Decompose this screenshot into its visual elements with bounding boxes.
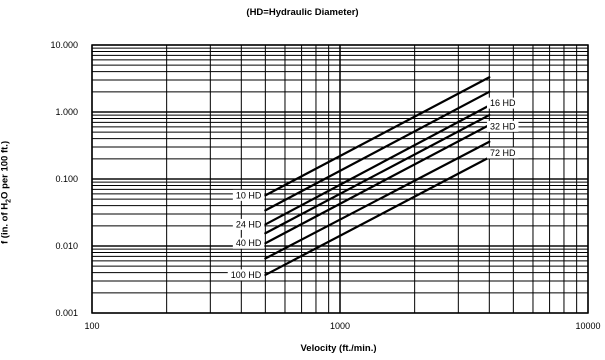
- series-label-bg: [486, 120, 519, 132]
- grid: [91, 44, 589, 314]
- series-lines: [264, 76, 491, 277]
- x-tick-label: 100: [84, 321, 99, 331]
- y-tick-label: 10.000: [50, 40, 78, 50]
- series-line: [264, 123, 491, 245]
- x-tick-label: 10000: [575, 321, 600, 331]
- series-labels: 10 HD 16 HD 24 HD 32 HD 40 HD 72 HD 100 HD: [227, 97, 519, 281]
- y-tick-label: 1.000: [55, 107, 78, 117]
- series-label-bg: [232, 218, 265, 230]
- series-label-bg: [232, 237, 265, 249]
- y-tick-label: 0.010: [55, 241, 78, 251]
- series-line: [264, 140, 491, 260]
- series-label-bg: [486, 147, 519, 159]
- series-label: 32 HD: [490, 121, 516, 131]
- series-line: [264, 76, 491, 197]
- x-axis-label: Velocity (ft./min.): [300, 343, 377, 354]
- series-label-bg: [232, 189, 265, 201]
- y-tick-label: 0.001: [55, 308, 78, 318]
- series-line: [264, 113, 491, 235]
- series-label: 72 HD: [490, 148, 516, 158]
- y-tick-label: 0.100: [55, 174, 78, 184]
- chart-title: (HD=Hydraulic Diameter): [246, 7, 359, 18]
- x-tick-label: 1000: [330, 321, 350, 331]
- tick-labels: 100 1000 10000 0.001 0.010 0.100 1.000 10.000: [50, 40, 600, 331]
- series-label-bg: [227, 269, 265, 281]
- series-line: [264, 156, 491, 277]
- series-label: 24 HD: [236, 219, 262, 229]
- plot-border: [91, 44, 589, 314]
- series-label-bg: [486, 97, 519, 109]
- series-line: [264, 104, 491, 226]
- series-label: 10 HD: [236, 190, 262, 200]
- series-label: 40 HD: [236, 238, 262, 248]
- series-label: 16 HD: [490, 98, 516, 108]
- series-line: [264, 90, 491, 212]
- series-label: 100 HD: [231, 270, 262, 280]
